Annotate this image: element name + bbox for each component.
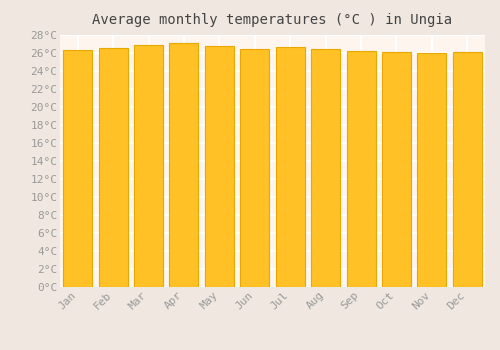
Title: Average monthly temperatures (°C ) in Ungia: Average monthly temperatures (°C ) in Un… bbox=[92, 13, 452, 27]
Bar bbox=[276, 47, 304, 287]
Bar bbox=[170, 43, 198, 287]
Bar bbox=[382, 52, 411, 287]
Bar bbox=[205, 46, 234, 287]
Bar bbox=[311, 49, 340, 287]
Bar bbox=[418, 53, 446, 287]
Bar bbox=[240, 49, 270, 287]
Bar bbox=[98, 48, 128, 287]
Bar bbox=[453, 52, 482, 287]
Bar bbox=[134, 45, 163, 287]
Bar bbox=[346, 51, 376, 287]
Bar bbox=[63, 50, 92, 287]
